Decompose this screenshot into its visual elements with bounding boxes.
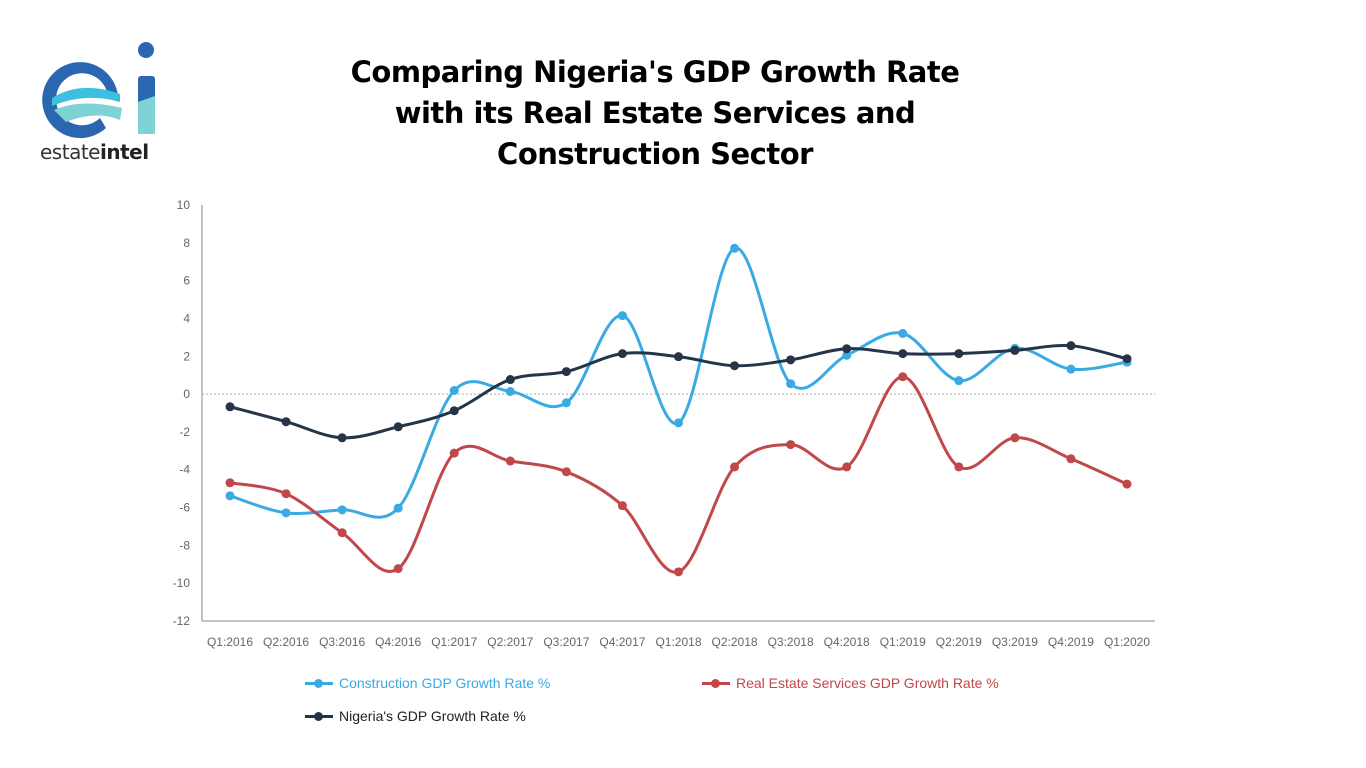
data-point	[674, 418, 683, 428]
chart-title: Comparing Nigeria's GDP Growth Rate with…	[330, 52, 980, 175]
data-point	[561, 367, 571, 377]
data-point	[1010, 345, 1020, 355]
data-point	[505, 386, 515, 396]
data-point	[954, 376, 964, 386]
data-point	[337, 505, 347, 515]
legend-swatch-nigeria-gdp	[305, 711, 333, 721]
data-point	[281, 489, 291, 499]
data-point	[225, 491, 235, 501]
x-tick-label: Q1:2018	[655, 635, 701, 649]
data-point	[617, 311, 627, 321]
x-tick-label: Q1:2017	[431, 635, 477, 649]
x-tick-label: Q3:2017	[543, 635, 589, 649]
data-point	[674, 567, 683, 577]
x-tick-label: Q4:2019	[1048, 635, 1094, 649]
y-tick-label: 8	[183, 236, 190, 250]
logo-text-bold: intel	[99, 140, 149, 164]
data-point	[561, 398, 571, 408]
data-point	[393, 503, 403, 513]
y-tick-label: 10	[177, 198, 191, 212]
data-point	[281, 417, 291, 427]
legend-item-construction[interactable]: Construction GDP Growth Rate %	[305, 675, 550, 691]
y-tick-label: -4	[179, 463, 190, 477]
x-tick-label: Q2:2017	[487, 635, 533, 649]
data-point	[505, 456, 515, 466]
y-tick-label: 4	[183, 311, 190, 325]
data-point	[561, 467, 571, 477]
data-point	[730, 243, 740, 253]
data-point	[617, 349, 627, 359]
data-point	[954, 462, 964, 472]
x-tick-label: Q4:2016	[375, 635, 421, 649]
data-point	[730, 462, 740, 472]
data-point	[1066, 454, 1076, 464]
data-point	[842, 344, 852, 354]
legend-item-nigeria-gdp[interactable]: Nigeria's GDP Growth Rate %	[305, 708, 526, 724]
series-line-0	[229, 246, 1128, 519]
data-point	[842, 350, 852, 360]
x-tick-label: Q1:2020	[1104, 635, 1150, 649]
title-line-1: Comparing Nigeria's GDP Growth Rate	[350, 55, 960, 89]
estateintel-logo	[36, 40, 166, 165]
legend-item-real-estate[interactable]: Real Estate Services GDP Growth Rate %	[702, 675, 999, 691]
x-tick-label: Q3:2018	[768, 635, 814, 649]
data-point	[786, 355, 796, 365]
data-point	[225, 478, 235, 488]
data-point	[1066, 364, 1076, 374]
y-tick-label: -12	[173, 614, 191, 628]
data-point	[449, 448, 459, 458]
y-tick-label: -6	[179, 501, 190, 515]
data-point	[337, 433, 347, 443]
data-point	[505, 375, 515, 385]
y-tick-label: -2	[179, 425, 190, 439]
data-point	[1122, 354, 1132, 364]
x-tick-label: Q1:2016	[207, 635, 253, 649]
y-tick-label: 2	[183, 349, 190, 363]
data-point	[225, 402, 235, 412]
title-line-3: Construction Sector	[497, 137, 813, 171]
ei-logo-icon	[42, 42, 155, 139]
x-tick-label: Q1:2019	[880, 635, 926, 649]
y-tick-label: -8	[179, 538, 190, 552]
legend-swatch-construction	[305, 678, 333, 688]
legend-label-construction: Construction GDP Growth Rate %	[339, 675, 551, 691]
y-tick-label: -10	[173, 576, 191, 590]
x-tick-label: Q4:2018	[824, 635, 870, 649]
data-point	[393, 564, 403, 574]
data-point	[449, 406, 459, 416]
data-point	[730, 361, 740, 371]
logo-text: estateintel	[40, 140, 149, 164]
data-point	[337, 528, 347, 538]
data-point	[786, 379, 796, 389]
data-point	[898, 328, 908, 338]
x-tick-label: Q2:2018	[712, 635, 758, 649]
logo-text-light: estate	[40, 140, 100, 164]
data-point	[393, 422, 403, 432]
x-tick-label: Q3:2016	[319, 635, 365, 649]
x-tick-label: Q2:2016	[263, 635, 309, 649]
y-tick-label: 6	[183, 274, 190, 288]
data-point	[898, 372, 908, 382]
data-point	[1010, 433, 1020, 443]
data-point	[1066, 341, 1076, 351]
data-point	[1122, 479, 1132, 489]
data-point	[786, 440, 796, 450]
data-point	[674, 352, 683, 362]
x-tick-label: Q2:2019	[936, 635, 982, 649]
legend-label-real-estate: Real Estate Services GDP Growth Rate %	[736, 675, 999, 691]
data-point	[898, 349, 908, 359]
title-line-2: with its Real Estate Services and	[394, 96, 916, 130]
data-point	[281, 508, 291, 518]
data-point	[842, 462, 852, 472]
legend-label-nigeria-gdp: Nigeria's GDP Growth Rate %	[339, 708, 526, 724]
x-tick-label: Q4:2017	[599, 635, 645, 649]
x-tick-label: Q3:2019	[992, 635, 1038, 649]
legend-swatch-real-estate	[702, 678, 730, 688]
data-point	[617, 501, 627, 511]
data-point	[449, 385, 459, 395]
series-line-1	[229, 375, 1128, 574]
y-tick-label: 0	[183, 387, 190, 401]
data-point	[954, 349, 964, 359]
